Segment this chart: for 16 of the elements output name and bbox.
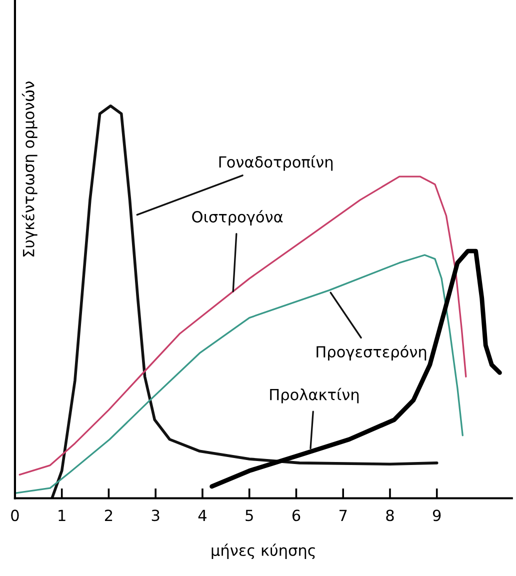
annotation: Προλακτίνη [270, 388, 359, 404]
x-axis-title: μήνες κύησης [212, 544, 315, 560]
annotation: Γοναδοτροπίνη [219, 155, 333, 171]
x-tick-label: 9 [432, 510, 441, 522]
x-tick-label: 7 [340, 510, 347, 521]
x-tick-label: 2 [104, 510, 112, 521]
y-axis-title: Συγκέντρωση ορμονών [22, 82, 38, 257]
x-tick-label: 0 [11, 510, 19, 522]
x-tick-label: 6 [292, 510, 300, 522]
x-tick-label: 4 [198, 510, 206, 521]
x-tick-label: 3 [152, 510, 160, 522]
annotation: Προγεστερόνη [316, 345, 426, 361]
x-tick-label: 8 [386, 510, 394, 522]
x-tick-label: 5 [246, 510, 253, 522]
x-tick-label: 1 [58, 510, 66, 521]
annotation: Οιστρογόνα [192, 210, 283, 226]
